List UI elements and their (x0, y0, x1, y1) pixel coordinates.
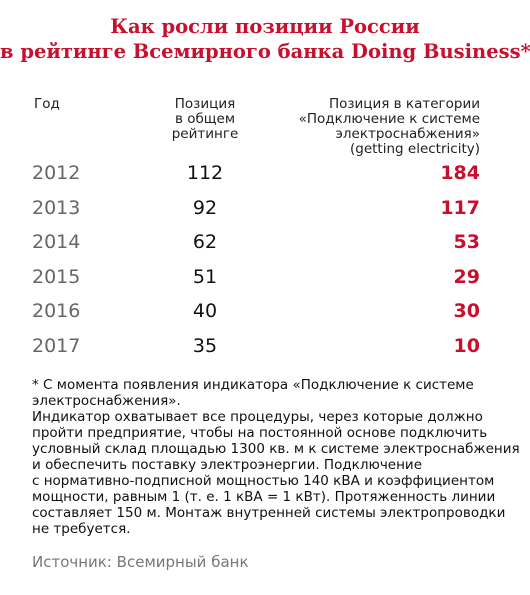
column-header-year: Год (34, 96, 60, 112)
column-header-category-line: электроснабжения» (335, 126, 481, 142)
row-year: 2016 (32, 300, 81, 323)
row-year: 2015 (32, 265, 81, 288)
ranking-table: 2012 112 184 2013 92 117 2014 62 53 2015… (0, 160, 530, 368)
row-overall-position: 51 (192, 265, 218, 288)
row-category-position: 184 (440, 162, 480, 184)
column-header-overall-line: в общем (174, 111, 236, 127)
row-overall-position: 62 (192, 231, 218, 254)
column-header-overall: Позиция в общем рейтинге (155, 97, 255, 142)
footnote-line: Индикатор охватывает все процедуры, чере… (32, 409, 483, 425)
footnote-line: и обеспечить поставку электроэнергии. По… (32, 457, 423, 473)
footnote-line: не требуется. (32, 521, 131, 537)
row-overall-position: 40 (192, 300, 218, 323)
column-header-overall-line: Позиция (174, 96, 236, 112)
row-category-position: 10 (453, 334, 480, 357)
table-row: 2017 35 10 (0, 333, 530, 368)
column-header-category-line: Позиция в категории (328, 96, 480, 112)
row-year: 2013 (32, 196, 81, 219)
row-category-position: 117 (440, 196, 480, 219)
footnote-line: * С момента появления индикатора «Подклю… (32, 377, 474, 393)
row-category-position: 29 (453, 265, 480, 288)
table-row: 2012 112 184 (0, 160, 530, 195)
footnote-line: с нормативно-подписной мощностью 140 кВА… (32, 473, 495, 489)
footnote-line: условный склад площадью 1300 кв. м к сис… (32, 441, 520, 457)
table-row: 2016 40 30 (0, 298, 530, 333)
title-line-2: в рейтинге Всемирного банка Doing Busine… (0, 40, 530, 63)
footnote-line: электроснабжения». (32, 393, 181, 409)
footnote-line: мощности, равным 1 (т. е. 1 кВА = 1 кВт)… (32, 489, 496, 505)
row-year: 2014 (32, 231, 81, 254)
column-header-category-line: «Подключение к системе (298, 111, 480, 127)
row-category-position: 53 (453, 231, 480, 254)
source-note: Источник: Всемирный банк (32, 553, 249, 571)
table-row: 2015 51 29 (0, 264, 530, 299)
row-year: 2017 (32, 334, 81, 357)
row-overall-position: 35 (192, 334, 218, 357)
title-line-1: Как росли позиции России (110, 15, 420, 38)
row-category-position: 30 (453, 300, 480, 323)
footnote: * С момента появления индикатора «Подклю… (32, 377, 520, 537)
table-row: 2013 92 117 (0, 195, 530, 230)
page-title: Как росли позиции России в рейтинге Всем… (0, 14, 530, 64)
column-header-category: Позиция в категории «Подключение к систе… (220, 97, 480, 157)
row-year: 2012 (32, 162, 81, 184)
footnote-line: пройти предприятие, чтобы на постоянной … (32, 425, 488, 441)
table-row: 2014 62 53 (0, 229, 530, 264)
row-overall-position: 92 (192, 196, 218, 219)
row-overall-position: 112 (186, 162, 224, 184)
footnote-line: составляет 150 м. Монтаж внутренней сист… (32, 505, 506, 521)
column-header-overall-line: рейтинге (171, 126, 239, 142)
column-header-category-line: (getting electricity) (350, 141, 480, 157)
